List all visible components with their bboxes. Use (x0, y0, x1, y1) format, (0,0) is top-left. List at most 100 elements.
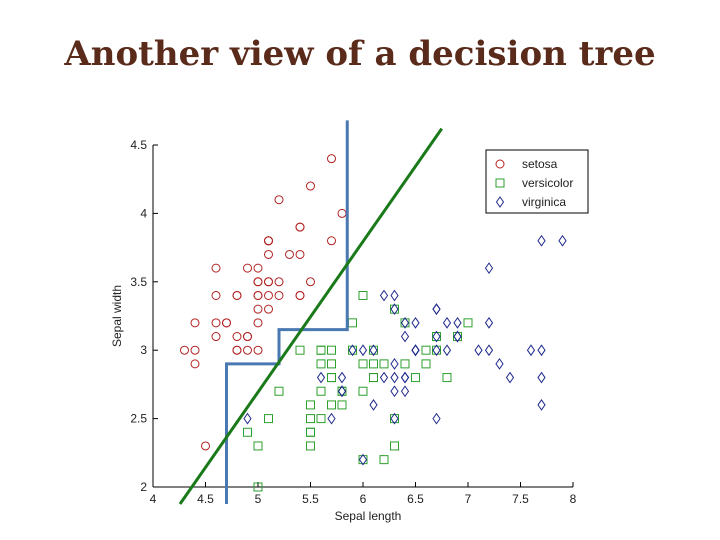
setosa-point (190, 359, 200, 369)
x-tick-label: 5 (255, 492, 262, 506)
x-tick-label: 6 (360, 492, 367, 506)
setosa-point (274, 277, 284, 287)
setosa-point (190, 318, 200, 328)
versicolor-point (327, 345, 336, 355)
setosa-point (232, 290, 242, 300)
legend-label-setosa: setosa (522, 157, 558, 171)
y-tick-label: 3.5 (130, 275, 147, 289)
virginica-point (505, 371, 515, 384)
virginica-point (495, 358, 504, 370)
versicolor-point (337, 386, 347, 396)
virginica-point (390, 358, 399, 370)
versicolor-point (327, 400, 336, 410)
virginica-point (369, 344, 378, 357)
virginica-point (537, 371, 546, 384)
setosa-point (285, 249, 294, 259)
setosa-point (232, 345, 242, 355)
versicolor-point (253, 482, 263, 492)
boundary-lines (178, 120, 443, 505)
virginica-point (400, 371, 410, 384)
virginica-point (537, 399, 546, 411)
setosa-point (211, 332, 221, 342)
virginica-point (484, 262, 494, 274)
versicolor-point (358, 386, 368, 396)
virginica-point (432, 344, 441, 357)
setosa-point (253, 263, 263, 273)
setosa-point (264, 290, 273, 300)
versicolor-point (295, 345, 305, 355)
versicolor-point (316, 359, 326, 369)
versicolor-point (337, 386, 347, 396)
versicolor-point (421, 359, 431, 369)
versicolor-point (337, 400, 347, 410)
versicolor-point (327, 373, 336, 383)
setosa-point (211, 263, 221, 273)
versicolor-point (411, 373, 420, 383)
virginica-point (442, 316, 452, 329)
setosa-point (222, 318, 231, 328)
data-points (180, 154, 567, 492)
virginica-point (400, 371, 410, 384)
versicolor-point (358, 290, 368, 300)
virginica-point (390, 303, 399, 316)
setosa-point (306, 277, 315, 287)
legend-label-versicolor: versicolor (522, 176, 573, 190)
virginica-point (400, 330, 410, 343)
slide-title: Another view of a decision tree (64, 34, 656, 74)
setosa-point (211, 318, 221, 328)
versicolor-point (348, 345, 357, 355)
setosa-point (243, 345, 252, 355)
setosa-point (306, 181, 315, 191)
versicolor-point (432, 345, 441, 355)
virginica-point (537, 344, 546, 357)
axis-ticks: 4 4.5 5 5.5 6 6.5 7 7.5 8 2 2.5 3 3.5 4 4.5 (130, 138, 576, 506)
versicolor-point (306, 427, 315, 437)
y-tick-label: 4.5 (130, 138, 147, 152)
versicolor-point (306, 441, 315, 451)
x-tick-label: 4 (150, 492, 157, 506)
versicolor-point (432, 332, 441, 342)
setosa-point (274, 195, 284, 205)
virginica-point (358, 453, 368, 466)
versicolor-point (253, 441, 263, 451)
versicolor-point (348, 318, 357, 328)
setosa-point (295, 222, 305, 232)
versicolor-point (442, 373, 452, 383)
virginica-point (327, 412, 336, 425)
legend-marker-versicolor (495, 178, 505, 188)
virginica-point (411, 344, 420, 357)
versicolor-point (390, 441, 399, 451)
versicolor-point (369, 345, 378, 355)
setosa-point (201, 441, 210, 451)
y-axis-label: Sepal width (110, 285, 124, 347)
virginica-point (379, 371, 389, 384)
virginica-point (316, 371, 326, 384)
versicolor-point (369, 359, 378, 369)
setosa-point (253, 277, 263, 287)
setosa-point (253, 290, 263, 300)
versicolor-point (358, 359, 368, 369)
virginica-point (453, 316, 462, 329)
setosa-point (190, 345, 200, 355)
versicolor-point (463, 318, 473, 328)
virginica-point (558, 234, 567, 247)
setosa-point (253, 318, 263, 328)
legend-label-virginica: virginica (522, 195, 566, 209)
virginica-point (432, 303, 441, 316)
setosa-point (264, 304, 273, 314)
linear-decision-boundary (178, 127, 443, 505)
virginica-point (400, 316, 410, 329)
versicolor-point (243, 427, 252, 437)
legend: setosa versicolor virginica (485, 149, 589, 214)
virginica-point (243, 412, 252, 425)
versicolor-point (316, 414, 326, 424)
virginica-point (537, 234, 546, 247)
setosa-point (295, 249, 305, 259)
setosa-point (180, 345, 189, 355)
setosa-point (327, 236, 336, 246)
setosa-point (327, 154, 336, 164)
y-tick-label: 3 (140, 343, 147, 357)
virginica-point (337, 371, 347, 384)
versicolor-point (400, 318, 410, 328)
versicolor-point (379, 455, 389, 465)
